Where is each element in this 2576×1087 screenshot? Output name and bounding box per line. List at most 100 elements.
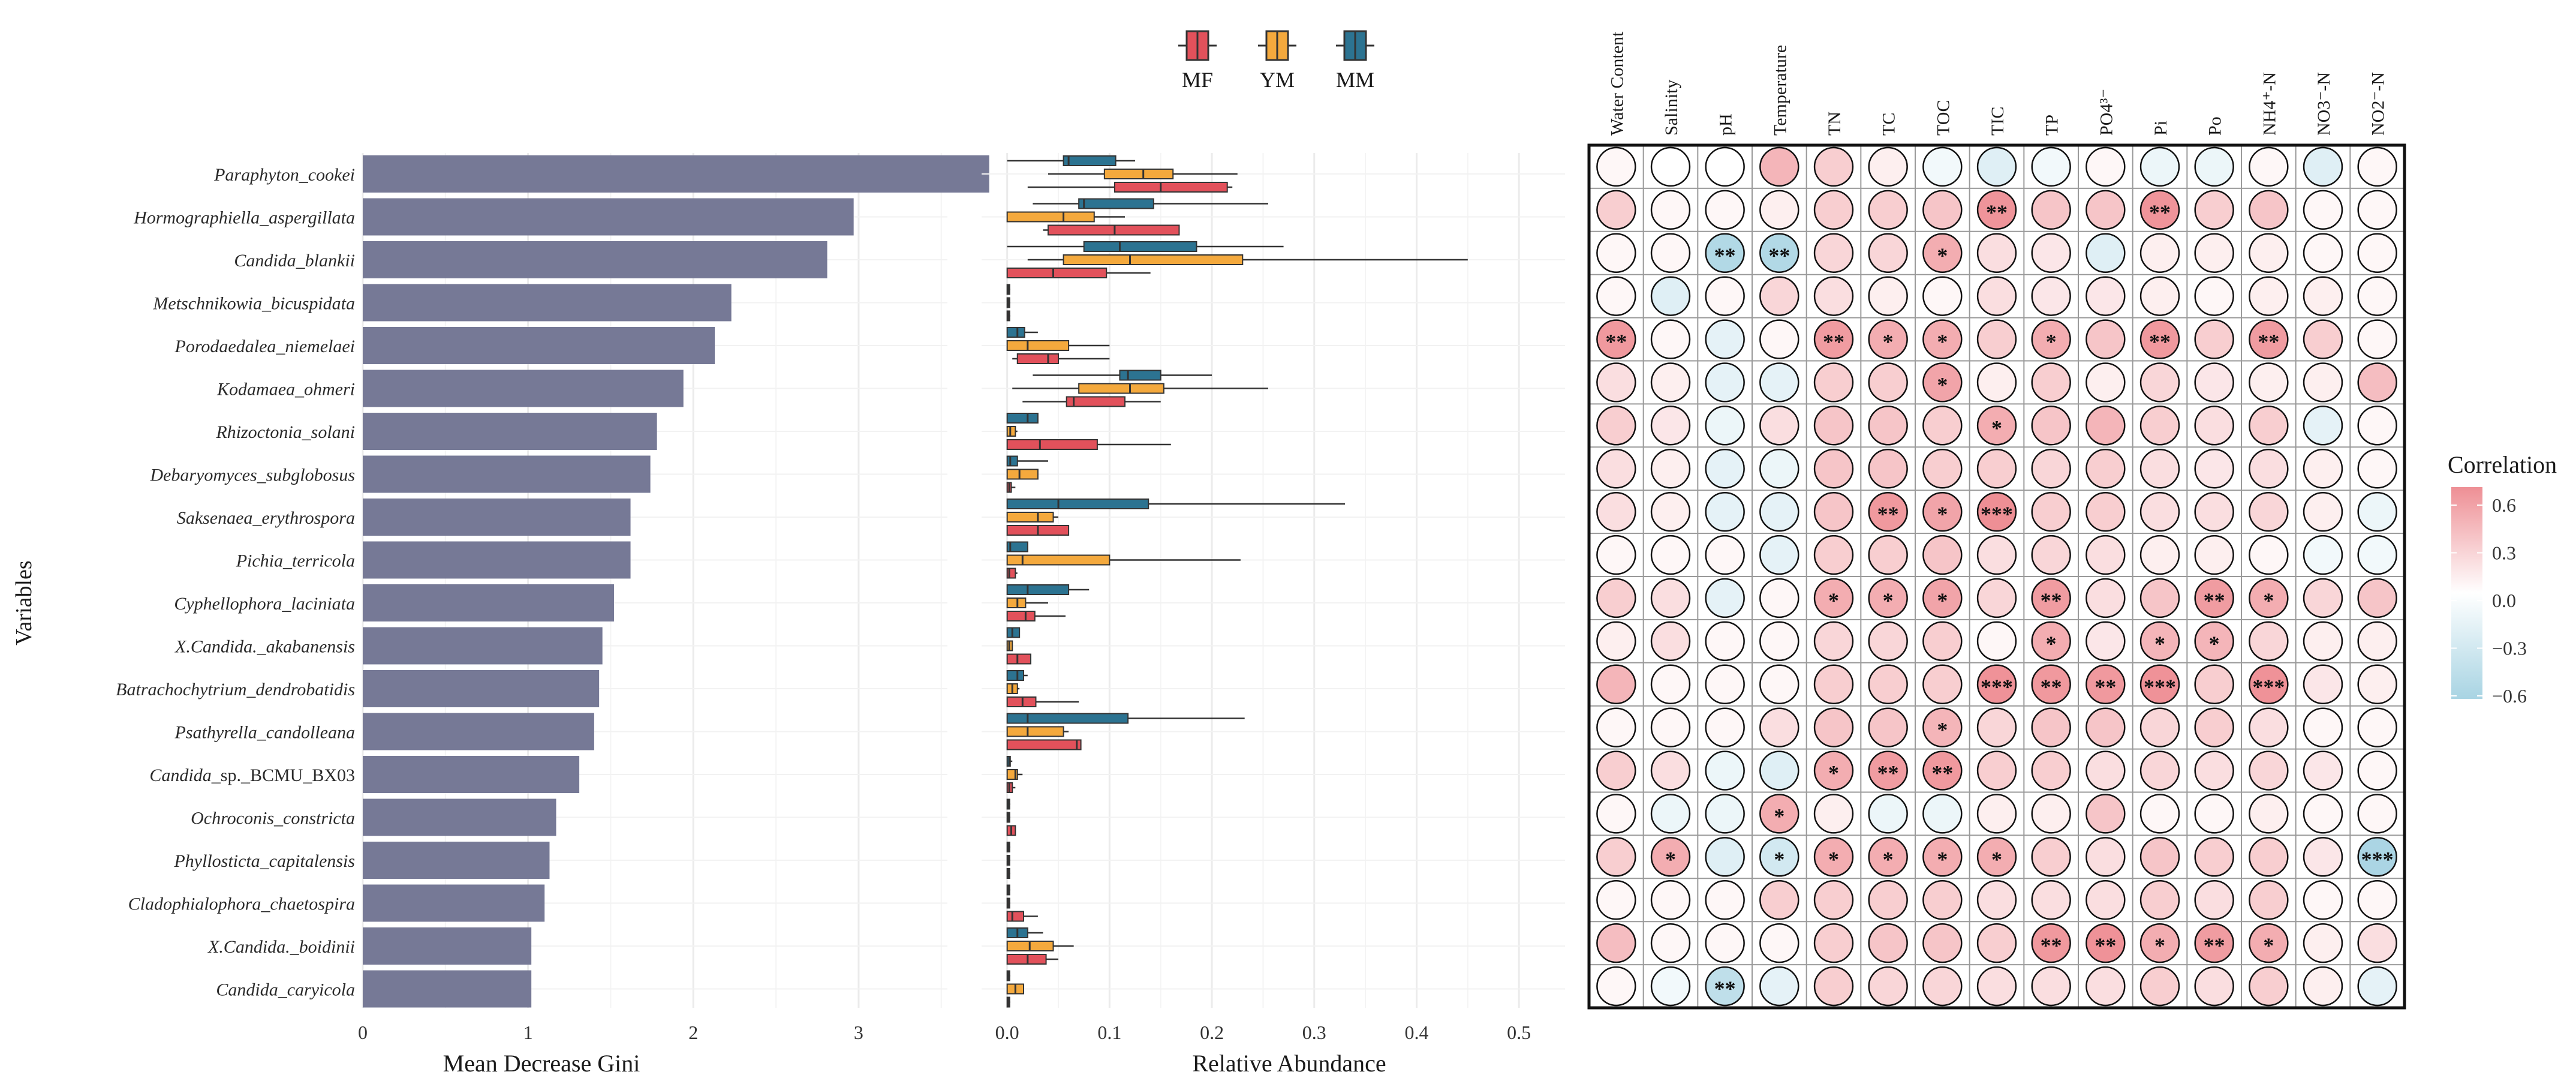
gini-bar-saksenaea-erythrospora <box>363 499 631 536</box>
corr-cell-candida-blankii-toc <box>1922 233 1963 273</box>
corr-significance: ** <box>1823 330 1844 354</box>
corr-cell-x-candida-boidinii-no3-n <box>2303 923 2343 963</box>
gini-bar-phyllosticta-capitalensis <box>363 842 550 879</box>
corr-cell-pichia-terricola-tic <box>1976 535 2017 575</box>
corr-cell-psathyrella-candolleana-water-content <box>1596 707 1636 747</box>
corr-cell-metschnikowia-bicuspidata-ph <box>1705 276 1745 316</box>
corr-cell-paraphyton-cookei-po <box>2194 146 2234 187</box>
corr-significance: * <box>1937 502 1948 526</box>
corr-cell-candida-blankii-tp <box>2031 233 2071 273</box>
gini-bar-candida-blankii <box>363 241 827 278</box>
corr-cell-x-candida-akabanensis-tc <box>1868 621 1908 662</box>
corr-cell-batrachochytrium-dendrobatidis-no2-n <box>2357 664 2397 704</box>
corr-cell-porodaedalea-niemelaei-tn <box>1813 319 1854 359</box>
corr-cell-debaryomyces-subglobosus-pi <box>2139 449 2180 489</box>
corr-cell-candida-sp-bcmu-bx03-temperature <box>1759 750 1799 791</box>
box-ym-psathyrella-candolleana <box>1006 726 1064 737</box>
corr-column-label-po: Po <box>2205 116 2225 136</box>
corr-cell-kodamaea-ohmeri-tn <box>1813 362 1854 403</box>
corr-cell-pichia-terricola-toc <box>1922 535 1963 575</box>
box-mm-candida-blankii <box>1083 241 1197 252</box>
corr-cell-candida-blankii-tn <box>1813 233 1854 273</box>
corr-cell-batrachochytrium-dendrobatidis-nh4-n <box>2249 664 2289 704</box>
box-mf-hormographiella-aspergillata <box>1047 224 1180 236</box>
corr-significance: * <box>1828 847 1839 871</box>
corr-cell-hormographiella-aspergillata-pi <box>2139 190 2180 230</box>
corr-cell-candida-blankii-salinity <box>1650 233 1691 273</box>
gini-tick-label-2: 2 <box>688 1022 698 1043</box>
corr-cell-cyphellophora-laciniata-ph <box>1705 578 1745 618</box>
gini-bar-paraphyton-cookei <box>363 155 989 193</box>
corr-cell-cladophialophora-chaetospira-po4 <box>2086 880 2126 920</box>
corr-significance: * <box>1883 330 1894 354</box>
corr-significance: ** <box>1605 330 1627 354</box>
corr-significance: ** <box>2149 200 2171 224</box>
corr-cell-paraphyton-cookei-tic <box>1976 146 2017 187</box>
corr-cell-ochroconis-constricta-salinity <box>1650 794 1691 834</box>
corr-cell-cladophialophora-chaetospira-tc <box>1868 880 1908 920</box>
corr-cell-hormographiella-aspergillata-water-content <box>1596 190 1636 230</box>
species-label-debaryomyces-subglobosus: Debaryomyces_subglobosus <box>149 466 355 485</box>
corr-cell-batrachochytrium-dendrobatidis-toc <box>1922 664 1963 704</box>
corr-cell-x-candida-boidinii-tp <box>2031 923 2071 963</box>
corr-cell-cladophialophora-chaetospira-tic <box>1976 880 2017 920</box>
box-ym-debaryomyces-subglobosus <box>1006 469 1039 480</box>
corr-cell-rhizoctonia-solani-po <box>2194 406 2234 446</box>
corr-cell-metschnikowia-bicuspidata-no3-n <box>2303 276 2343 316</box>
corr-significance: *** <box>1981 675 2013 699</box>
corr-cell-saksenaea-erythrospora-nh4-n <box>2249 491 2289 532</box>
corr-cell-hormographiella-aspergillata-temperature <box>1759 190 1799 230</box>
corr-cell-cladophialophora-chaetospira-ph <box>1705 880 1745 920</box>
corr-cell-metschnikowia-bicuspidata-no2-n <box>2357 276 2397 316</box>
corr-cell-cyphellophora-laciniata-tp <box>2031 578 2071 618</box>
gini-bar-rhizoctonia-solani <box>363 413 657 450</box>
corr-column-label-tp: TP <box>2042 115 2062 136</box>
box-mm-porodaedalea-niemelaei <box>1006 327 1025 338</box>
corr-cell-porodaedalea-niemelaei-ph <box>1705 319 1745 359</box>
corr-cell-candida-caryicola-tic <box>1976 966 2017 1007</box>
corr-column-label-po4: PO4³⁻ <box>2096 89 2116 136</box>
corr-cell-psathyrella-candolleana-tic <box>1976 707 2017 747</box>
corr-cell-cladophialophora-chaetospira-pi <box>2139 880 2180 920</box>
corr-cell-pichia-terricola-po <box>2194 535 2234 575</box>
corr-cell-x-candida-boidinii-pi <box>2139 923 2180 963</box>
corr-column-label-toc: TOC <box>1933 100 1953 136</box>
gini-bar-hormographiella-aspergillata <box>363 198 854 236</box>
species-label-candida-sp-bcmu-bx03: Candida_sp._BCMU_BX03 <box>149 765 355 785</box>
corr-cell-debaryomyces-subglobosus-water-content <box>1596 449 1636 489</box>
corr-cell-candida-caryicola-pi <box>2139 966 2180 1007</box>
corr-cell-paraphyton-cookei-pi <box>2139 146 2180 187</box>
corr-significance: * <box>1774 804 1784 828</box>
corr-cell-psathyrella-candolleana-nh4-n <box>2249 707 2289 747</box>
corr-cell-metschnikowia-bicuspidata-toc <box>1922 276 1963 316</box>
corr-cell-kodamaea-ohmeri-no3-n <box>2303 362 2343 403</box>
corr-cell-psathyrella-candolleana-tn <box>1813 707 1854 747</box>
corr-cell-x-candida-boidinii-po <box>2194 923 2234 963</box>
corr-cell-porodaedalea-niemelaei-water-content <box>1596 319 1636 359</box>
species-label-kodamaea-ohmeri: Kodamaea_ohmeri <box>216 380 355 400</box>
gini-bar-psathyrella-candolleana <box>363 713 594 750</box>
gini-bar-x-candida-akabanensis <box>363 627 603 665</box>
legend-label-mf: MF <box>1182 68 1213 92</box>
corr-cell-paraphyton-cookei-tn <box>1813 146 1854 187</box>
corr-cell-kodamaea-ohmeri-po4 <box>2086 362 2126 403</box>
species-label-metschnikowia-bicuspidata: Metschnikowia_bicuspidata <box>152 294 355 314</box>
corr-cell-candida-sp-bcmu-bx03-tic <box>1976 750 2017 791</box>
corr-cell-cyphellophora-laciniata-salinity <box>1650 578 1691 618</box>
importance-x-axis-title: Mean Decrease Gini <box>443 1050 640 1077</box>
corr-significance: *** <box>2144 675 2176 699</box>
corr-cell-ochroconis-constricta-temperature <box>1759 794 1799 834</box>
corr-cell-candida-caryicola-no2-n <box>2357 966 2397 1007</box>
corr-cell-candida-blankii-tc <box>1868 233 1908 273</box>
corr-cell-rhizoctonia-solani-water-content <box>1596 406 1636 446</box>
species-label-batrachochytrium-dendrobatidis: Batrachochytrium_dendrobatidis <box>116 680 355 699</box>
corr-cell-x-candida-akabanensis-no3-n <box>2303 621 2343 662</box>
box-mf-cyphellophora-laciniata <box>1006 611 1036 621</box>
corr-cell-psathyrella-candolleana-tc <box>1868 707 1908 747</box>
corr-cell-batrachochytrium-dendrobatidis-po <box>2194 664 2234 704</box>
corr-cell-saksenaea-erythrospora-salinity <box>1650 491 1691 532</box>
corr-cell-pichia-terricola-tc <box>1868 535 1908 575</box>
corr-significance: ** <box>1768 244 1790 268</box>
corr-cell-rhizoctonia-solani-po4 <box>2086 406 2126 446</box>
corr-cell-candida-blankii-water-content <box>1596 233 1636 273</box>
